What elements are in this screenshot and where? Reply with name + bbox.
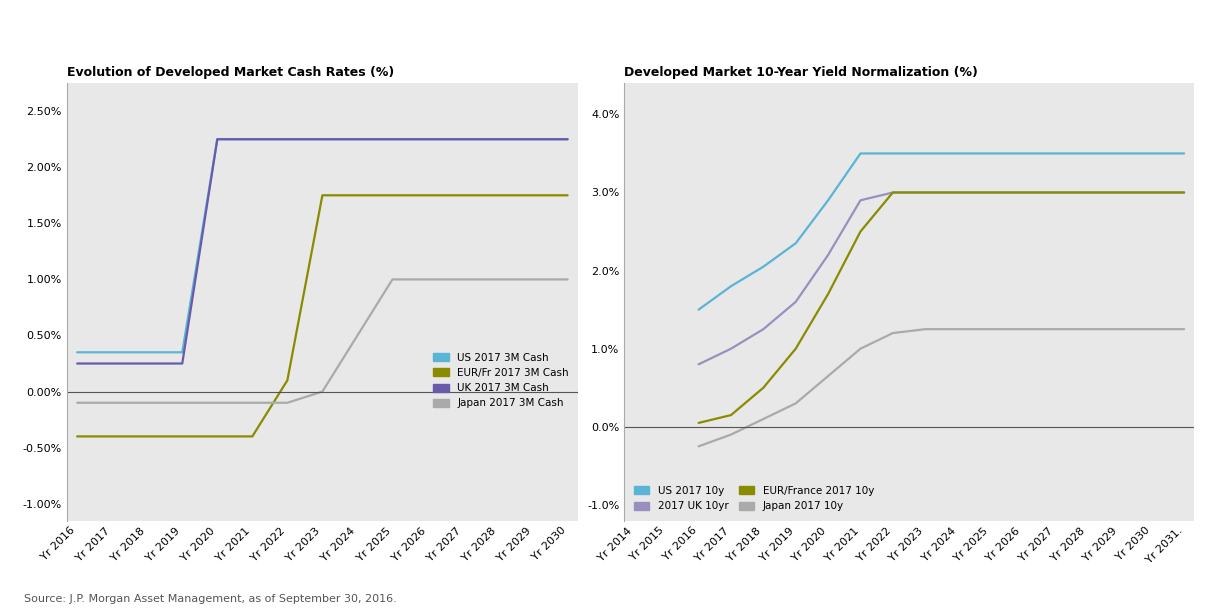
Legend: US 2017 10y, 2017 UK 10yr, EUR/France 2017 10y, Japan 2017 10y: US 2017 10y, 2017 UK 10yr, EUR/France 20… [629, 482, 879, 516]
Text: Developed Market 10-Year Yield Normalization (%): Developed Market 10-Year Yield Normaliza… [624, 66, 978, 79]
Text: Path to result in lower level of equilibrium cash yields: Path to result in lower level of equilib… [80, 34, 527, 49]
Text: Evolution of Developed Market Cash Rates (%): Evolution of Developed Market Cash Rates… [67, 66, 394, 79]
Text: Source: J.P. Morgan Asset Management, as of September 30, 2016.: Source: J.P. Morgan Asset Management, as… [24, 594, 398, 604]
Legend: US 2017 3M Cash, EUR/Fr 2017 3M Cash, UK 2017 3M Cash, Japan 2017 3M Cash: US 2017 3M Cash, EUR/Fr 2017 3M Cash, UK… [429, 349, 573, 413]
Text: Normalization will take some time across major markets: Normalization will take some time across… [639, 34, 1104, 49]
